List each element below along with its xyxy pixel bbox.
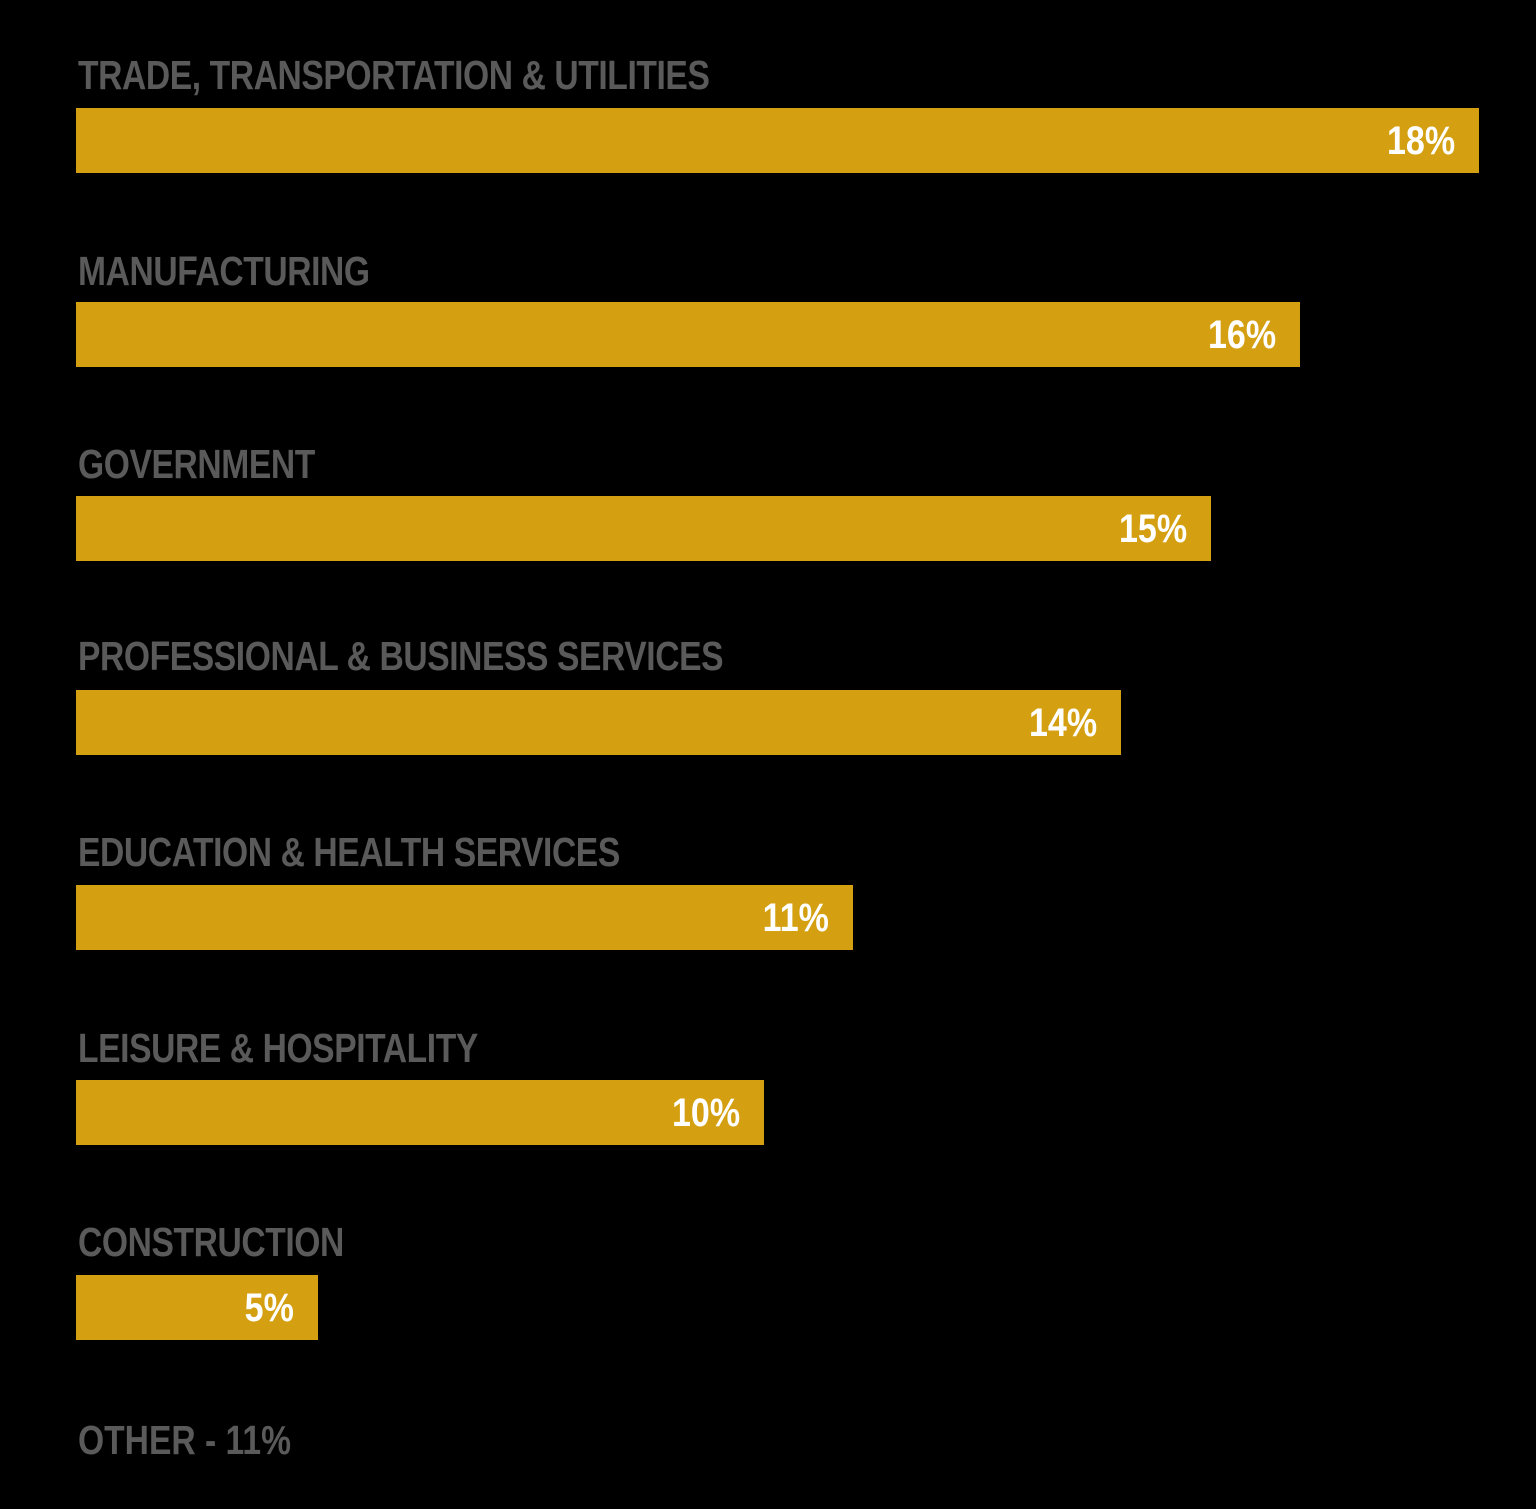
category-label: GOVERNMENT <box>78 441 315 487</box>
value-label: 5% <box>244 1286 294 1330</box>
value-label: 16% <box>1207 313 1276 357</box>
category-label: EDUCATION & HEALTH SERVICES <box>78 829 620 875</box>
category-label: PROFESSIONAL & BUSINESS SERVICES <box>78 633 724 679</box>
bar: 11% <box>76 885 853 950</box>
value-label: 15% <box>1118 507 1187 551</box>
bar: 16% <box>76 302 1300 367</box>
category-label: MANUFACTURING <box>78 248 370 294</box>
other-annotation: OTHER - 11% <box>78 1420 291 1461</box>
other-label: OTHER - <box>78 1417 226 1463</box>
value-label: 10% <box>671 1091 740 1135</box>
other-value: 11% <box>225 1417 291 1463</box>
value-label: 14% <box>1028 701 1097 745</box>
category-label: TRADE, TRANSPORTATION & UTILITIES <box>78 52 710 98</box>
value-label: 18% <box>1386 119 1455 163</box>
value-label: 11% <box>762 896 829 940</box>
bar: 14% <box>76 690 1121 755</box>
bar: 10% <box>76 1080 764 1145</box>
bar: 5% <box>76 1275 318 1340</box>
bar: 18% <box>76 108 1479 173</box>
category-label: CONSTRUCTION <box>78 1219 344 1265</box>
bar: 15% <box>76 496 1211 561</box>
category-label: LEISURE & HOSPITALITY <box>78 1025 478 1071</box>
